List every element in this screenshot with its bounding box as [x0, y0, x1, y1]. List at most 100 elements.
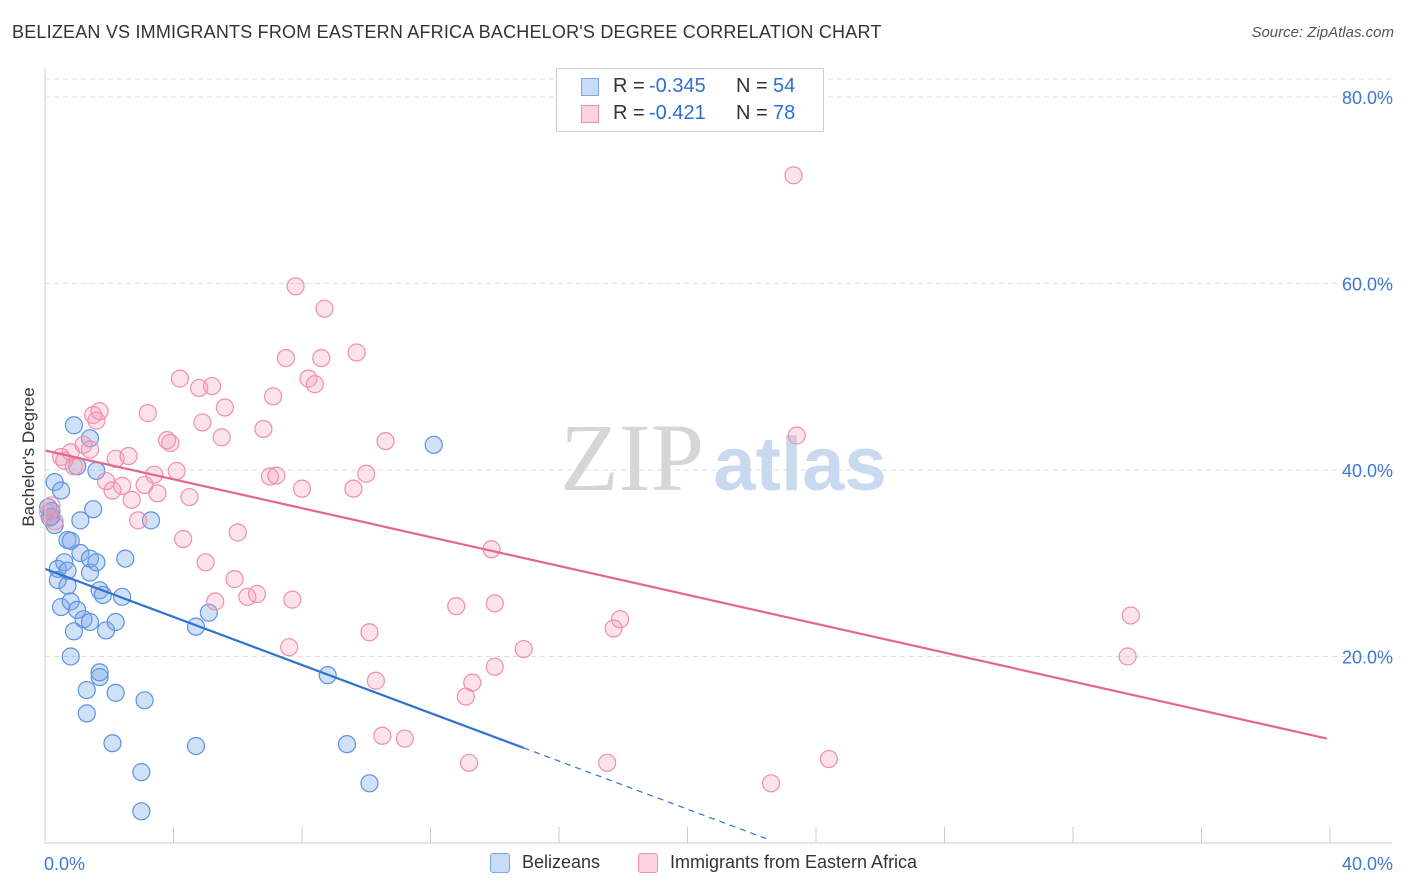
point-eastern-africa [395, 729, 414, 748]
watermark: ZIP atlas [560, 404, 887, 511]
point-eastern-africa [212, 428, 231, 447]
watermark-atlas: atlas [713, 422, 886, 507]
point-belizeans [71, 511, 90, 530]
point-belizeans [51, 481, 71, 500]
point-eastern-africa [1121, 606, 1140, 625]
trend-line-eastern-africa [44, 449, 1328, 740]
chart-title: BELIZEAN VS IMMIGRANTS FROM EASTERN AFRI… [12, 22, 882, 42]
point-eastern-africa [138, 404, 157, 423]
point-eastern-africa [247, 584, 267, 604]
point-eastern-africa [292, 479, 312, 498]
legend-swatch-eastern-africa [638, 853, 658, 873]
trend-line-belizeans-extension [523, 747, 769, 840]
stats-n-label: N = [736, 102, 768, 124]
point-belizeans [68, 600, 87, 619]
point-eastern-africa [167, 461, 186, 481]
point-eastern-africa [286, 277, 305, 296]
point-eastern-africa [610, 610, 630, 629]
chart-source: Source: ZipAtlas.com [1251, 24, 1394, 41]
y-tick-label: 60.0% [1342, 275, 1393, 295]
point-belizeans [132, 802, 151, 821]
point-eastern-africa [373, 726, 392, 745]
point-belizeans [71, 543, 90, 563]
grid-lines [45, 78, 1392, 657]
legend-swatch-belizeans [490, 853, 510, 873]
point-eastern-africa [157, 431, 177, 450]
point-eastern-africa [357, 464, 376, 483]
y-tick-label: 80.0% [1342, 88, 1393, 108]
point-belizeans [116, 549, 135, 568]
point-eastern-africa [45, 512, 64, 531]
point-eastern-africa [376, 431, 395, 451]
point-belizeans [141, 511, 161, 530]
point-eastern-africa [305, 375, 324, 394]
point-belizeans [42, 501, 61, 521]
x-tick-label: 40.0% [1342, 854, 1393, 874]
stats-n-value: 54 [773, 75, 796, 97]
point-eastern-africa [459, 753, 479, 772]
point-eastern-africa [463, 673, 482, 692]
point-belizeans [90, 663, 109, 682]
point-eastern-africa [598, 753, 617, 772]
point-eastern-africa [148, 484, 167, 503]
stats-r-value: -0.345 [649, 75, 706, 97]
point-belizeans [135, 691, 154, 710]
point-eastern-africa [485, 657, 504, 676]
point-belizeans [424, 435, 443, 454]
point-eastern-africa [276, 349, 296, 368]
point-eastern-africa [267, 466, 286, 485]
point-eastern-africa [819, 749, 838, 769]
point-eastern-africa [1118, 647, 1137, 666]
point-belizeans [186, 617, 206, 636]
x-tick-label: 0.0% [44, 854, 85, 874]
point-eastern-africa [90, 402, 109, 421]
legend-label-eastern-africa: Immigrants from Eastern Africa [670, 852, 918, 872]
point-belizeans [90, 667, 109, 687]
point-belizeans [360, 774, 379, 793]
point-eastern-africa [283, 590, 302, 609]
point-eastern-africa [119, 446, 138, 466]
axes: 20.0% 40.0% 60.0% 80.0% 0.0% 40.0% [44, 68, 1393, 874]
stats-n-value: 78 [773, 102, 796, 124]
y-tick-label: 20.0% [1342, 648, 1393, 668]
stats-r-value: -0.421 [649, 102, 706, 124]
point-eastern-africa [215, 398, 234, 417]
point-belizeans [64, 622, 84, 641]
stats-swatch-eastern-africa [581, 105, 599, 123]
point-eastern-africa [447, 597, 466, 616]
point-belizeans [106, 683, 125, 702]
point-belizeans [132, 763, 151, 782]
watermark-zip: ZIP [560, 404, 704, 511]
point-eastern-africa [103, 481, 122, 500]
y-tick-label: 40.0% [1342, 461, 1393, 481]
point-belizeans [80, 563, 100, 582]
point-eastern-africa [170, 369, 190, 388]
point-belizeans [199, 603, 218, 622]
point-eastern-africa [180, 487, 199, 507]
point-eastern-africa [514, 639, 533, 659]
stats-r-label: R = [613, 102, 645, 124]
stats-r-label: R = [613, 75, 645, 97]
point-eastern-africa [260, 467, 279, 486]
point-eastern-africa [161, 433, 180, 453]
point-eastern-africa [604, 619, 623, 638]
point-belizeans [77, 704, 96, 723]
point-eastern-africa [312, 349, 331, 368]
point-belizeans [87, 553, 106, 572]
point-eastern-africa [174, 529, 193, 549]
point-eastern-africa [784, 166, 803, 185]
legend-label-belizeans: Belizeans [522, 852, 601, 872]
point-eastern-africa [366, 671, 385, 690]
point-eastern-africa [315, 299, 334, 318]
point-belizeans [106, 612, 125, 632]
point-belizeans [93, 585, 112, 605]
point-belizeans [77, 680, 96, 700]
point-eastern-africa [129, 511, 148, 530]
point-eastern-africa [787, 426, 806, 445]
point-belizeans [186, 736, 206, 756]
point-belizeans [80, 612, 100, 632]
point-belizeans [337, 735, 357, 754]
point-eastern-africa [112, 476, 132, 495]
point-eastern-africa [206, 592, 225, 611]
